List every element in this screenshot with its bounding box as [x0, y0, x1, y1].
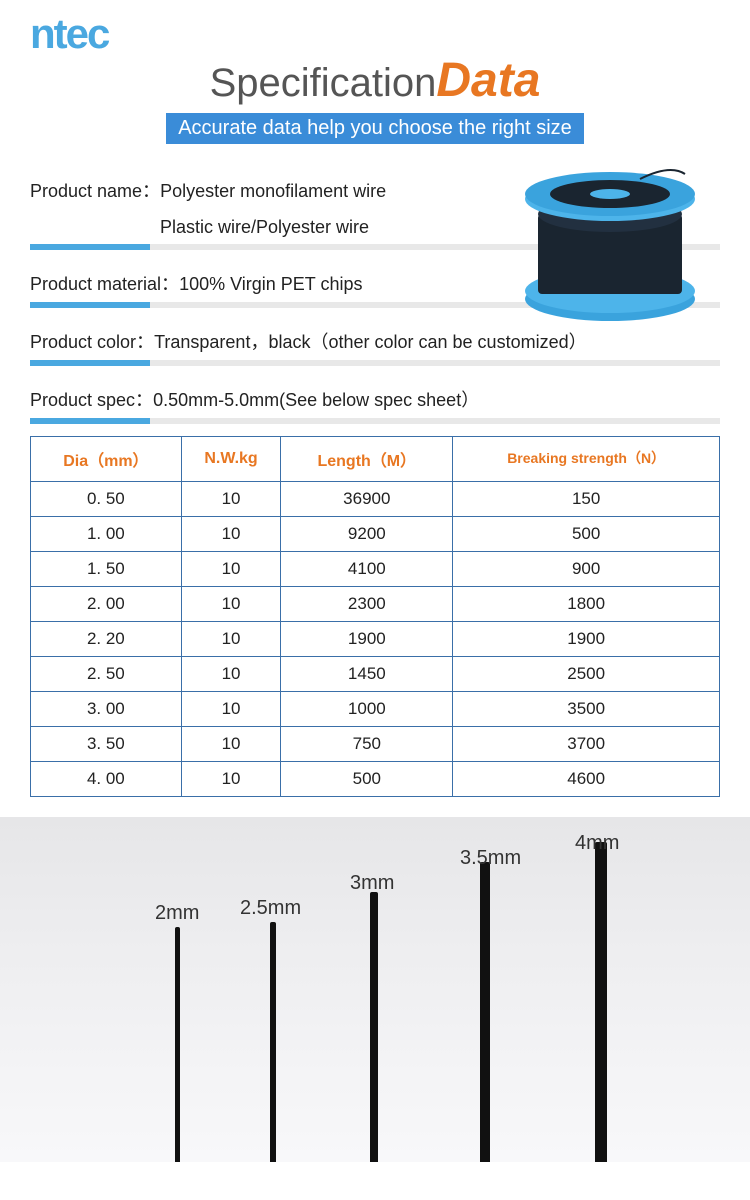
property-label: Product material：	[30, 270, 179, 296]
table-cell: 10	[181, 657, 281, 692]
table-row: 0. 501036900150	[31, 482, 720, 517]
table-cell: 2. 00	[31, 587, 182, 622]
table-cell: 10	[181, 622, 281, 657]
property-value: 0.50mm-5.0mm(See below spec sheet）	[153, 390, 479, 410]
table-cell: 10	[181, 482, 281, 517]
title-data: Data	[436, 54, 540, 107]
table-cell: 4100	[281, 552, 453, 587]
table-cell: 1. 00	[31, 517, 182, 552]
product-spool-image	[510, 159, 710, 329]
property-row: Product spec：0.50mm-5.0mm(See below spec…	[30, 378, 720, 418]
table-cell: 4. 00	[31, 762, 182, 797]
table-row: 4. 00105004600	[31, 762, 720, 797]
wire-label: 4mm	[575, 832, 619, 855]
table-row: 3. 001010003500	[31, 692, 720, 727]
table-cell: 36900	[281, 482, 453, 517]
header: ntec SpecificationData Accurate data hel…	[0, 0, 750, 169]
table-cell: 900	[453, 552, 720, 587]
content: Product name：Polyester monofilament wire…	[0, 169, 750, 797]
property-value: 100% Virgin PET chips	[179, 274, 362, 294]
table-cell: 1800	[453, 587, 720, 622]
table-cell: 2500	[453, 657, 720, 692]
table-cell: 10	[181, 762, 281, 797]
table-cell: 4600	[453, 762, 720, 797]
table-header-row: Dia（mm）N.W.kgLength（M）Breaking strength（…	[31, 437, 720, 482]
table-cell: 1450	[281, 657, 453, 692]
spec-sheet: ntec SpecificationData Accurate data hel…	[0, 0, 750, 1162]
table-cell: 2300	[281, 587, 453, 622]
table-cell: 3500	[453, 692, 720, 727]
property-value: Polyester monofilament wire	[160, 181, 386, 201]
table-row: 3. 50107503700	[31, 727, 720, 762]
table-row: 2. 501014502500	[31, 657, 720, 692]
table-cell: 1900	[453, 622, 720, 657]
table-cell: 9200	[281, 517, 453, 552]
table-header: N.W.kg	[181, 437, 281, 482]
table-cell: 10	[181, 727, 281, 762]
table-row: 2. 001023001800	[31, 587, 720, 622]
table-cell: 0. 50	[31, 482, 182, 517]
wire-sample	[175, 927, 180, 1162]
table-header: Length（M）	[281, 437, 453, 482]
property-value: Plastic wire/Polyester wire	[160, 217, 369, 237]
property-label: Product name：	[30, 177, 160, 203]
wire-sample	[270, 922, 276, 1162]
table-header: Dia（mm）	[31, 437, 182, 482]
wire-sample	[595, 842, 607, 1162]
property-value: Transparent，black（other color can be cus…	[154, 332, 587, 352]
wire-samples-photo: 2mm 2.5mm 3mm 3.5mm 4mm	[0, 817, 750, 1162]
wire-sample	[480, 862, 490, 1162]
wire-label: 3mm	[350, 872, 394, 895]
property-label: Product color：	[30, 328, 154, 354]
property-label: Product spec：	[30, 386, 153, 412]
table-cell: 500	[281, 762, 453, 797]
wire-label: 2mm	[155, 902, 199, 925]
wire-label: 2.5mm	[240, 897, 301, 920]
table-cell: 10	[181, 552, 281, 587]
table-body: 0. 5010369001501. 001092005001. 50104100…	[31, 482, 720, 797]
table-cell: 10	[181, 587, 281, 622]
title-specification: Specification	[210, 61, 437, 105]
table-cell: 500	[453, 517, 720, 552]
table-header: Breaking strength（N）	[453, 437, 720, 482]
logo: ntec	[30, 10, 720, 58]
subtitle-banner: Accurate data help you choose the right …	[166, 113, 584, 144]
table-cell: 1. 50	[31, 552, 182, 587]
table-row: 2. 201019001900	[31, 622, 720, 657]
table-cell: 2. 50	[31, 657, 182, 692]
wire-label: 3.5mm	[460, 847, 521, 870]
table-cell: 2. 20	[31, 622, 182, 657]
table-cell: 1000	[281, 692, 453, 727]
table-cell: 750	[281, 727, 453, 762]
table-cell: 3. 00	[31, 692, 182, 727]
table-cell: 3700	[453, 727, 720, 762]
divider	[30, 418, 720, 424]
table-row: 1. 50104100900	[31, 552, 720, 587]
spec-table: Dia（mm）N.W.kgLength（M）Breaking strength（…	[30, 436, 720, 797]
table-cell: 3. 50	[31, 727, 182, 762]
table-cell: 10	[181, 692, 281, 727]
table-cell: 10	[181, 517, 281, 552]
table-cell: 1900	[281, 622, 453, 657]
wire-sample	[370, 892, 378, 1162]
title-row: SpecificationData	[30, 53, 720, 108]
table-cell: 150	[453, 482, 720, 517]
divider	[30, 360, 720, 366]
table-row: 1. 00109200500	[31, 517, 720, 552]
